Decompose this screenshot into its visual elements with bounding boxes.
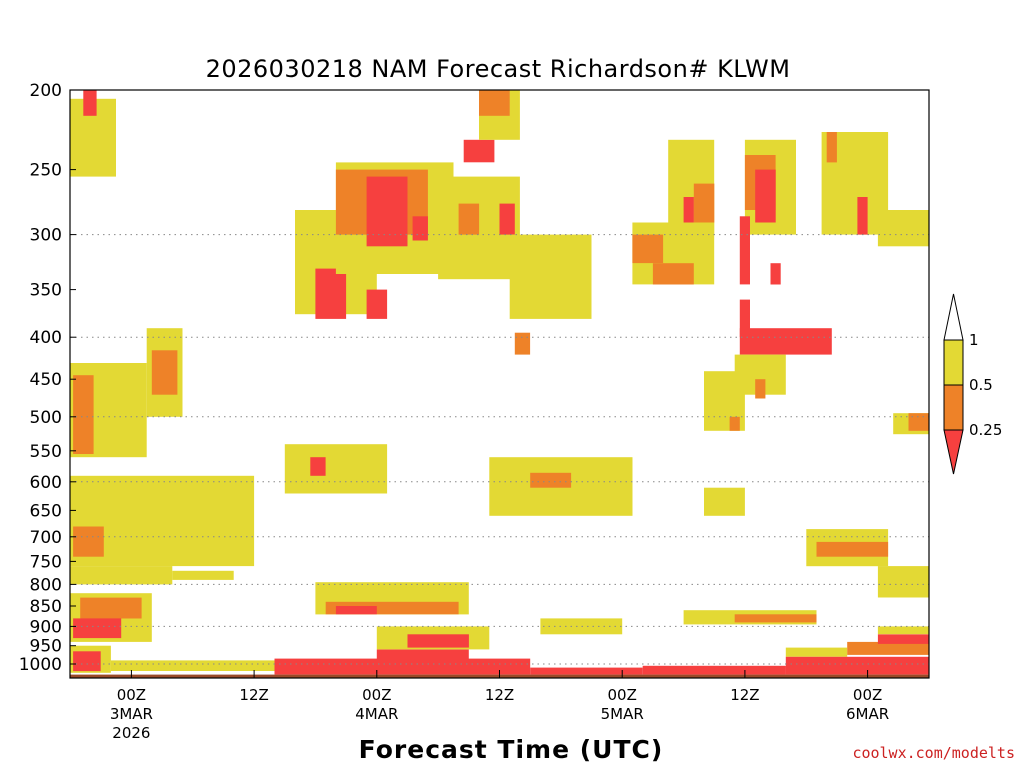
colorbar-label-0: 1	[969, 331, 979, 349]
richardson-cell-r-1	[83, 90, 97, 116]
x-tick-label-4-1: 5MAR	[601, 705, 644, 723]
y-tick-label-500: 500	[30, 408, 62, 428]
richardson-cell-y-52	[704, 487, 745, 516]
richardson-cell-r-15	[412, 216, 428, 241]
x-tick-label-6-1: 6MAR	[846, 705, 889, 723]
richardson-cell-r-71	[376, 649, 469, 661]
richardson-cell-o-24	[514, 332, 531, 355]
richardson-cell-r-61	[335, 606, 377, 615]
x-tick-label-2-1: 4MAR	[355, 705, 398, 723]
richardson-cell-o-54	[816, 541, 889, 557]
y-tick-label-250: 250	[30, 161, 62, 181]
x-tick-label-3-0: 12Z	[485, 686, 514, 704]
richardson-cell-y-74	[785, 647, 848, 657]
richardson-cell-y-37	[877, 210, 929, 247]
richardson-cell-o-45	[729, 416, 740, 431]
richardson-cell-o-65	[734, 614, 817, 623]
richardson-cell-r-14	[366, 176, 408, 247]
x-tick-label-0-1: 3MAR	[110, 705, 153, 723]
y-tick-label-200: 200	[30, 81, 62, 101]
richardson-cell-y-69	[110, 660, 285, 671]
richardson-cell-r-30	[683, 197, 694, 223]
richardson-cell-o-57	[80, 597, 142, 619]
richardson-cell-r-16	[366, 289, 388, 319]
x-tick-label-0-2: 2026	[112, 724, 150, 742]
y-tick-label-650: 650	[30, 501, 62, 521]
x-tick-label-1-0: 12Z	[239, 686, 268, 704]
richardson-cell-y-66	[540, 618, 623, 635]
x-tick-label-4-0: 00Z	[608, 686, 637, 704]
colorbar-swatch-orange	[943, 384, 964, 431]
y-tick-label-300: 300	[30, 226, 62, 246]
richardson-cell-y-23	[509, 234, 592, 319]
richardson-cell-o-76	[847, 641, 929, 655]
y-tick-label-600: 600	[30, 473, 62, 493]
richardson-cell-r-58	[73, 618, 122, 639]
richardson-cell-y-9	[172, 570, 234, 580]
colorbar-bottom-arrow-red	[943, 429, 964, 475]
x-tick-label-5-0: 12Z	[730, 686, 759, 704]
y-tick-label-800: 800	[30, 575, 62, 595]
richardson-cell-o-51	[530, 472, 572, 488]
y-tick-label-950: 950	[30, 637, 62, 657]
y-tick-label-400: 400	[30, 328, 62, 348]
color-legend: 1 0.5 0.25	[943, 293, 1002, 475]
richardson-cell-o-21	[458, 203, 480, 235]
richardson-cell-r-17	[463, 139, 495, 163]
richardson-cell-r-11	[315, 268, 347, 319]
richardson-cell-r-33	[755, 169, 776, 223]
richardson-cell-r-36	[857, 197, 868, 235]
richardson-cell-r-70	[274, 658, 531, 675]
data-cells	[70, 90, 929, 675]
richardson-cell-y-8	[70, 566, 173, 585]
y-tick-label-350: 350	[30, 281, 62, 301]
y-tick-label-750: 750	[30, 552, 62, 572]
richardson-cell-r-68	[73, 651, 101, 672]
x-tick-label-0-0: 00Z	[117, 686, 146, 704]
richardson-cell-o-47	[908, 413, 929, 431]
richardson-cell-o-29	[693, 183, 715, 223]
richardson-cell-o-35	[826, 132, 837, 163]
gridlines	[70, 234, 929, 665]
y-axis: 200 250 300 350 400 450 500 550 600 650 700 750 8008…	[19, 81, 76, 675]
richardson-cell-r-63	[407, 634, 469, 648]
richardson-cell-o-5	[151, 350, 178, 395]
credit-text: coolwx.com/modelts	[852, 744, 1015, 762]
richardson-cell-r-75	[785, 656, 929, 675]
richardson-cell-r-39	[770, 263, 781, 285]
richardson-cell-r-41	[739, 328, 832, 355]
x-axis-title: Forecast Time (UTC)	[359, 735, 664, 764]
richardson-cell-r-49	[310, 457, 326, 476]
colorbar-top-arrow	[943, 293, 964, 341]
richardson-cell-o-27	[652, 263, 694, 285]
richardson-cell-y-48	[284, 444, 388, 494]
y-tick-label-450: 450	[30, 370, 62, 390]
y-tick-label-1000: 1000	[19, 655, 62, 675]
richardson-cell-r-77	[877, 634, 929, 644]
y-tick-label-850: 850	[30, 597, 62, 617]
y-tick-label-550: 550	[30, 442, 62, 462]
x-tick-label-6-0: 00Z	[853, 686, 882, 704]
richardson-cell-o-43	[755, 379, 766, 399]
richardson-cell-r-22	[499, 203, 515, 235]
richardson-cell-y-55	[877, 566, 929, 598]
richardson-cell-o-7	[73, 526, 104, 557]
colorbar-label-1: 0.5	[969, 376, 993, 394]
y-tick-label-900: 900	[30, 617, 62, 637]
richardson-cell-o-26	[632, 234, 664, 264]
richardson-cell-r-73	[642, 665, 786, 675]
richardson-cell-r-72	[530, 667, 643, 675]
richardson-cell-o-3	[73, 375, 94, 454]
richardson-cell-r-38	[739, 216, 750, 285]
chart-title: 2026030218 NAM Forecast Richardson# KLWM	[206, 55, 791, 83]
colorbar-swatch-yellow	[943, 339, 964, 386]
richardson-cell-o-19	[479, 90, 510, 116]
y-tick-label-700: 700	[30, 528, 62, 548]
richardson-cell-r-40	[739, 299, 750, 338]
x-tick-label-2-0: 00Z	[362, 686, 391, 704]
colorbar-label-2: 0.25	[969, 421, 1002, 439]
richardson-cell-y-78	[877, 626, 929, 635]
